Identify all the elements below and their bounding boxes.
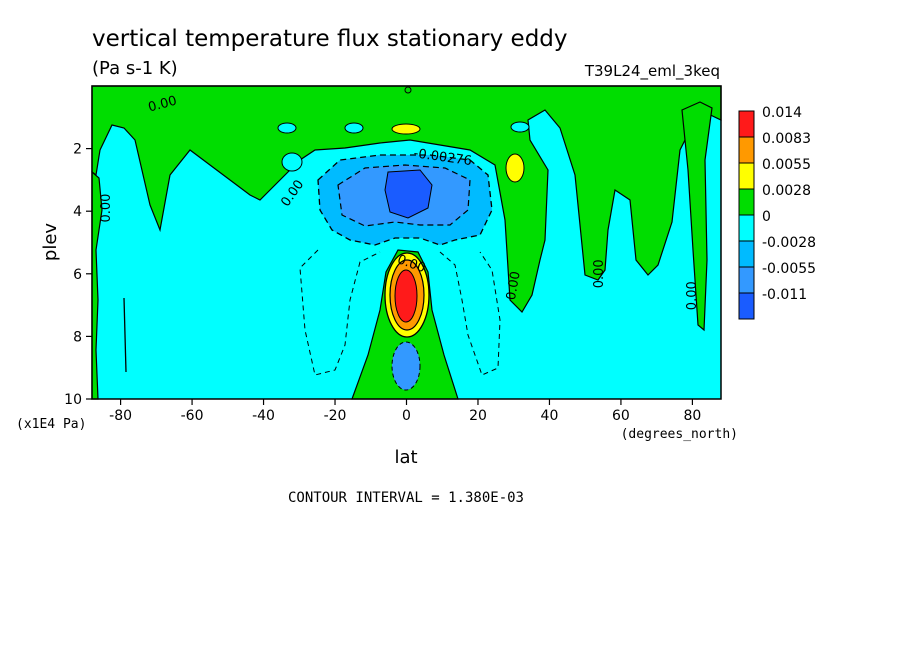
x-tick-label: 80 — [683, 408, 701, 424]
contour-fill-green-right-strip — [681, 101, 713, 332]
legend-swatch — [738, 240, 755, 268]
contour-fill-dark-blue — [384, 169, 433, 219]
x-tick-label: -20 — [324, 408, 347, 424]
legend-label: 0.0083 — [762, 131, 811, 147]
legend: 0.014 0.0083 0.0055 0.0028 0 -0.0028 -0.0055 -0… — [738, 105, 816, 320]
contour-label: 0.00 — [504, 270, 524, 301]
x-tick-label: -60 — [181, 408, 204, 424]
chart-title: vertical temperature flux stationary edd… — [92, 26, 568, 52]
contour-interval-note: CONTOUR INTERVAL = 1.380E-03 — [288, 490, 524, 506]
legend-label: 0 — [762, 209, 771, 225]
contour-fill-positive-3 — [394, 269, 418, 323]
contour-label: 0.00 — [147, 94, 179, 116]
x-axis-label: lat — [394, 447, 417, 468]
legend-swatch — [738, 266, 755, 294]
chart-units: (Pa s-1 K) — [92, 58, 178, 79]
contour-hole — [281, 152, 303, 172]
axes: -80 -60 -40 -20 0 20 40 60 80 2 4 6 8 10 — [64, 142, 701, 424]
legend-label: 0.014 — [762, 105, 802, 121]
x-tick-label: 40 — [541, 408, 559, 424]
contour-fill-lower-negative — [391, 341, 421, 391]
legend-label: -0.0028 — [762, 235, 816, 251]
legend-label: 0.0028 — [762, 183, 811, 199]
y-axis-units: (x1E4 Pa) — [16, 417, 86, 432]
y-tick-label: 10 — [64, 392, 82, 408]
contour-hole — [277, 122, 297, 134]
dashed-contour-outer — [439, 251, 501, 376]
contour-label: 0.00 — [99, 194, 114, 223]
y-tick-label: 8 — [73, 329, 82, 345]
contour-hole — [510, 121, 530, 133]
y-tick-label: 2 — [73, 142, 82, 158]
contour-hole — [344, 122, 364, 134]
legend-swatch — [738, 110, 755, 138]
legend-label: 0.0055 — [762, 157, 811, 173]
legend-swatch — [738, 188, 755, 216]
legend-swatch — [738, 136, 755, 164]
dashed-contour-outer — [299, 249, 381, 376]
x-tick-label: 0 — [402, 408, 411, 424]
contour-fill-top-positive — [391, 123, 421, 135]
contour-fill-right-positive — [505, 153, 525, 183]
contour-dot — [404, 86, 412, 94]
legend-swatch — [738, 214, 755, 242]
y-tick-label: 6 — [73, 267, 82, 283]
x-axis-units: (degrees_north) — [621, 427, 738, 442]
x-tick-label: -40 — [252, 408, 275, 424]
contour-label: 0.00 — [685, 281, 700, 310]
legend-swatch — [738, 292, 755, 320]
legend-swatch — [738, 162, 755, 190]
contour-fill-green-top — [91, 85, 722, 313]
y-tick-label: 4 — [73, 204, 82, 220]
x-tick-label: 20 — [469, 408, 487, 424]
y-axis-label: plev — [40, 223, 61, 262]
contour-line-left — [123, 297, 127, 373]
legend-label: -0.011 — [762, 287, 807, 303]
legend-label: -0.0055 — [762, 261, 816, 277]
contour-label: 0.00 — [592, 259, 607, 288]
x-tick-label: -80 — [109, 408, 132, 424]
run-label: T39L24_eml_3keq — [584, 62, 720, 81]
x-tick-label: 60 — [612, 408, 630, 424]
